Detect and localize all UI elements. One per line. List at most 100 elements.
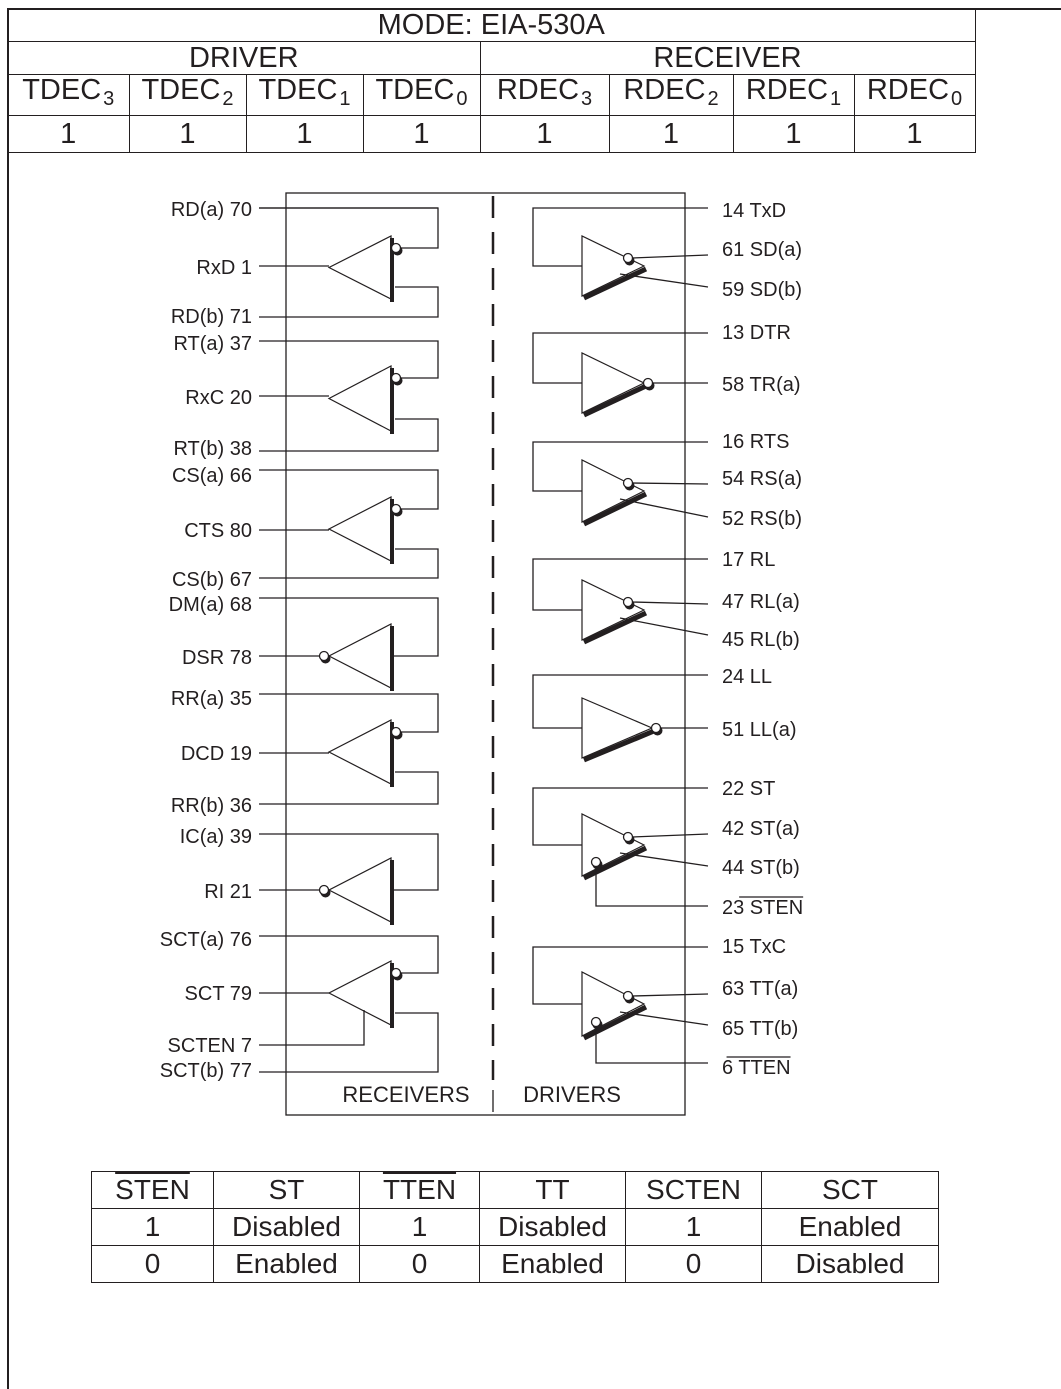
right-pin-label: 61 SD(a) [722,239,802,261]
left-pin-label: RD(b) 71 [171,306,252,328]
table-row: 0 Enabled 0 Enabled 0 Disabled [91,1245,939,1283]
left-pin-label: RR(a) 35 [171,688,252,710]
cell: 1 [359,1208,480,1246]
wire [259,469,439,510]
left-pin-label: SCT(a) 76 [160,929,252,951]
cell: 0 [359,1245,480,1283]
header-sct: SCT [761,1171,939,1209]
cell: Enabled [761,1208,939,1246]
right-pin-label: 47 RL(a) [722,591,800,613]
enable-truth-table: STEN ST TTEN TT SCTEN SCT 1 Disabled 1 D… [91,1171,939,1283]
left-pin-label: DCD 19 [181,743,252,765]
wire [532,787,708,846]
right-pin-label: 23 STEN [722,897,803,919]
wire [259,1012,439,1073]
driver-header: DRIVER [8,41,481,75]
right-pin-label: 15 TxC [722,936,786,958]
truth-table-header: STEN ST TTEN TT SCTEN SCT [91,1171,939,1209]
right-pin-label: 24 LL [722,666,772,688]
left-pin-label: CS(a) 66 [172,465,252,487]
mode-title: MODE: EIA-530A [8,9,976,42]
wire [259,597,439,657]
inverter-bubble-icon [318,884,330,896]
cell: 0 [91,1245,214,1283]
cell: Enabled [213,1245,360,1283]
receiver-triangle-icon [327,857,392,923]
header-tten: TTEN [359,1171,480,1209]
wire [631,993,709,997]
right-pin-label: 59 SD(b) [722,279,802,301]
left-pin-label: SCT(b) 77 [160,1060,252,1082]
header-sten: STEN [91,1171,214,1209]
decoder-value: 1 [128,115,247,153]
decoder-value: 1 [608,115,734,153]
right-pin-label: 17 RL [722,549,775,571]
cell: Disabled [761,1245,939,1283]
driver-shadow [582,1004,648,1041]
left-pin-label: RxD 1 [196,257,252,279]
receiver-triangle-icon [327,960,392,1026]
left-pin-label: RR(b) 36 [171,795,252,817]
wire [532,674,708,729]
cell: Disabled [213,1208,360,1246]
mode-header-table: MODE: EIA-530A DRIVER RECEIVER TDEC 3 TDE… [8,9,976,153]
right-pin-label: 6 TTEN [722,1057,791,1079]
right-pin-label: 58 TR(a) [722,374,801,396]
receivers-label: RECEIVERS [342,1082,469,1107]
inverter-bubble-icon [390,726,402,738]
wire [631,833,709,838]
driver-shadow [583,728,655,763]
right-pin-label: 42 ST(a) [722,818,800,840]
driver-shadow [582,845,648,881]
left-pin-label: SCT 79 [185,983,252,1005]
wire [619,1011,709,1026]
wire [631,254,709,259]
inverter-bubble-icon [390,372,402,384]
decoder-name: RDEC 3 [479,74,610,116]
driver-shadow [582,491,648,527]
wire [259,548,439,579]
left-pin-label: RT(b) 38 [173,438,252,460]
header-tt: TT [479,1171,626,1209]
wire [259,418,439,452]
inverter-bubble-icon [622,831,634,843]
decoder-value: 1 [362,115,481,153]
decoder-value: 1 [853,115,976,153]
receiver-header: RECEIVER [479,41,976,75]
receiver-triangle-icon [327,496,392,562]
inverter-bubble-icon [318,650,330,662]
receiver-triangle-icon [327,719,392,785]
inverter-bubble-icon [642,377,654,389]
right-pin-label: 52 RS(b) [722,508,802,530]
left-pin-label: CTS 80 [184,520,252,542]
ic-package [285,192,686,1116]
wire [619,498,709,518]
right-pin-label: 14 TxD [722,200,786,222]
decoder-name: TDEC 3 [8,74,130,116]
receiver-triangle-icon [327,235,392,300]
inverter-bubble-icon [622,596,634,608]
driver-shadow [582,610,648,645]
wire [259,286,439,318]
wire [259,340,439,379]
right-pin-label: 45 RL(b) [722,629,800,651]
inverter-bubble-icon [390,503,402,515]
driver-shadow [582,266,648,301]
cell: 0 [625,1245,762,1283]
inverter-bubble-icon [590,856,602,868]
decoder-value: 1 [8,115,130,153]
wire [532,332,708,384]
right-pin-label: 63 TT(a) [722,978,798,1000]
right-pin-label: 22 ST [722,778,775,800]
left-pin-label: CS(b) 67 [172,569,252,591]
wire [259,693,439,733]
drivers-label: DRIVERS [523,1082,621,1107]
decoder-name: RDEC 0 [853,74,976,116]
inverter-bubble-icon [622,477,634,489]
decoder-name: TDEC 1 [245,74,364,116]
cell: Enabled [479,1245,626,1283]
wire [259,833,439,891]
decoder-name: TDEC 2 [128,74,247,116]
inverter-bubble-icon [622,990,634,1002]
